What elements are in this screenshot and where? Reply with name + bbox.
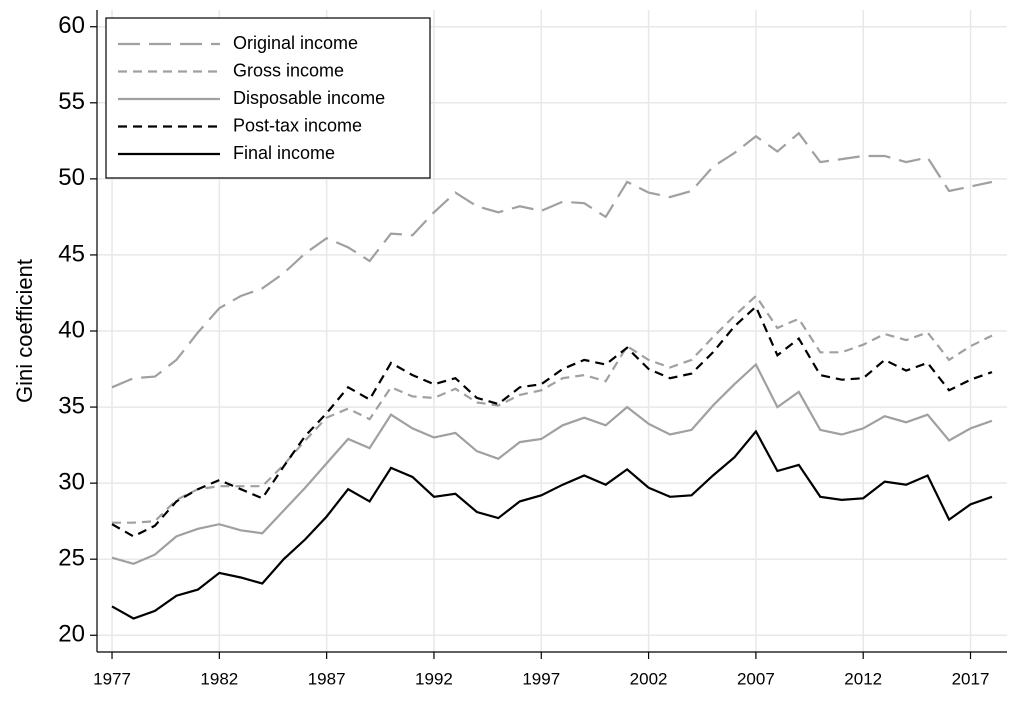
y-tick-label: 60 bbox=[58, 12, 85, 39]
y-tick-label: 40 bbox=[58, 316, 85, 343]
legend-label: Disposable income bbox=[233, 88, 385, 108]
x-tick-label: 2017 bbox=[952, 669, 990, 688]
legend-label: Gross income bbox=[233, 60, 344, 80]
x-tick-label: 1997 bbox=[522, 669, 560, 688]
y-tick-label: 55 bbox=[58, 88, 85, 115]
legend-label: Original income bbox=[233, 33, 358, 53]
y-tick-label: 20 bbox=[58, 621, 85, 648]
x-tick-label: 1977 bbox=[93, 669, 131, 688]
y-tick-label: 35 bbox=[58, 392, 85, 419]
y-tick-label: 45 bbox=[58, 240, 85, 267]
legend-label: Post-tax income bbox=[233, 115, 362, 135]
series-line bbox=[111, 362, 993, 565]
series-line bbox=[112, 294, 993, 524]
y-tick-label: 50 bbox=[58, 164, 85, 191]
y-tick-label: 25 bbox=[58, 545, 85, 572]
x-tick-label: 1992 bbox=[415, 669, 453, 688]
y-tick-label: 30 bbox=[58, 468, 85, 495]
legend-label: Final income bbox=[233, 143, 335, 163]
y-axis-label: Gini coefficient bbox=[12, 259, 37, 403]
x-tick-label: 2012 bbox=[844, 669, 882, 688]
x-tick-label: 2007 bbox=[737, 669, 775, 688]
series-line bbox=[111, 304, 993, 538]
x-tick-label: 1987 bbox=[308, 669, 346, 688]
series-line bbox=[111, 131, 993, 389]
series-line bbox=[111, 429, 993, 620]
x-tick-label: 1982 bbox=[200, 669, 238, 688]
x-tick-label: 2002 bbox=[630, 669, 668, 688]
